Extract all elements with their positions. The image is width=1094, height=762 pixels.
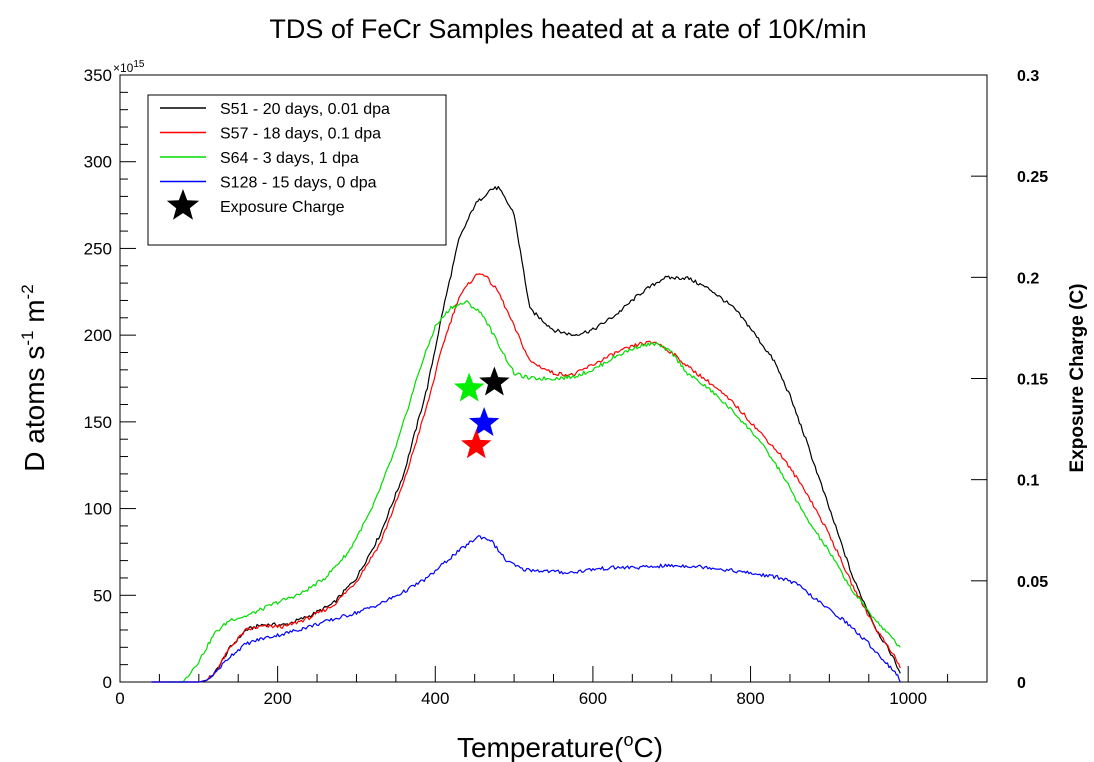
y2-tick-label: 0.2	[1017, 270, 1039, 287]
y2-axis-title: Exposure Charge (C)	[1067, 284, 1088, 473]
legend: S51 - 20 days, 0.01 dpa S57 - 18 days, 0.…	[147, 94, 447, 246]
y2-tick-label: 0.3	[1017, 68, 1039, 85]
x-axis-title-sup: o	[623, 730, 633, 750]
y-tick-label: 300	[84, 153, 112, 172]
x-tick-label: 600	[579, 689, 607, 708]
y2-axis-ticks: 0 0.05 0.1 0.15 0.2 0.25 0.3	[971, 68, 1048, 692]
legend-items: S51 - 20 days, 0.01 dpa S57 - 18 days, 0.…	[160, 101, 390, 220]
y-tick-label: 350	[84, 66, 112, 85]
y2-tick-label: 0	[1017, 675, 1026, 692]
chart-title: TDS of FeCr Samples heated at a rate of …	[269, 14, 866, 44]
exposure-marker	[453, 372, 485, 402]
y-multiplier: ×1015	[113, 59, 145, 75]
legend-label: Exposure Charge	[220, 199, 345, 216]
exposure-marker-layer	[453, 366, 510, 459]
x-tick-label: 400	[421, 689, 449, 708]
y-axis-title-a: D atoms s	[19, 346, 50, 472]
series-line	[151, 273, 901, 683]
y-axis-title: D atoms s-1 m-2	[18, 284, 50, 471]
y2-tick-label: 0.15	[1017, 372, 1048, 389]
series-layer	[151, 185, 901, 683]
y-tick-label: 50	[93, 586, 112, 605]
y-tick-label: 150	[84, 413, 112, 432]
x-axis-title-tail: C)	[633, 732, 663, 762]
y-axis-title-sup2: -2	[18, 284, 37, 299]
y-multiplier-exp: 15	[133, 59, 145, 70]
exposure-marker	[468, 407, 500, 436]
y-tick-label: 100	[84, 500, 112, 519]
legend-box	[147, 94, 447, 246]
y2-tick-label: 0.25	[1017, 169, 1048, 186]
x-axis-title-main: Temperature(	[457, 732, 624, 762]
legend-label: S57 - 18 days, 0.1 dpa	[220, 126, 381, 143]
x-tick-label: 200	[263, 689, 291, 708]
y-axis-title-sup1: -1	[18, 331, 37, 346]
y-axis-ticks: 0 50 100 150 200 250 300 350	[84, 66, 136, 692]
y-tick-label: 0	[103, 673, 112, 692]
y-multiplier-base: ×10	[113, 61, 134, 75]
y-axis-title-b: m	[19, 299, 50, 330]
exposure-marker	[479, 366, 510, 396]
x-axis-title: Temperature(oC)	[457, 730, 663, 762]
legend-label: S64 - 3 days, 1 dpa	[220, 150, 359, 167]
y2-tick-label: 0.05	[1017, 574, 1048, 591]
y-tick-label: 250	[84, 239, 112, 258]
exposure-marker	[461, 429, 492, 459]
series-line	[167, 300, 901, 683]
x-tick-label: 0	[115, 689, 124, 708]
series-line	[151, 535, 901, 683]
x-tick-label: 1000	[889, 689, 927, 708]
legend-star-icon	[166, 189, 200, 220]
x-tick-label: 800	[736, 689, 764, 708]
y-tick-label: 200	[84, 326, 112, 345]
legend-label: S128 - 15 days, 0 dpa	[220, 175, 377, 192]
y2-tick-label: 0.1	[1017, 473, 1039, 490]
x-axis-ticks: 0 200 400 600 800 1000	[115, 666, 988, 708]
legend-label: S51 - 20 days, 0.01 dpa	[220, 101, 390, 118]
